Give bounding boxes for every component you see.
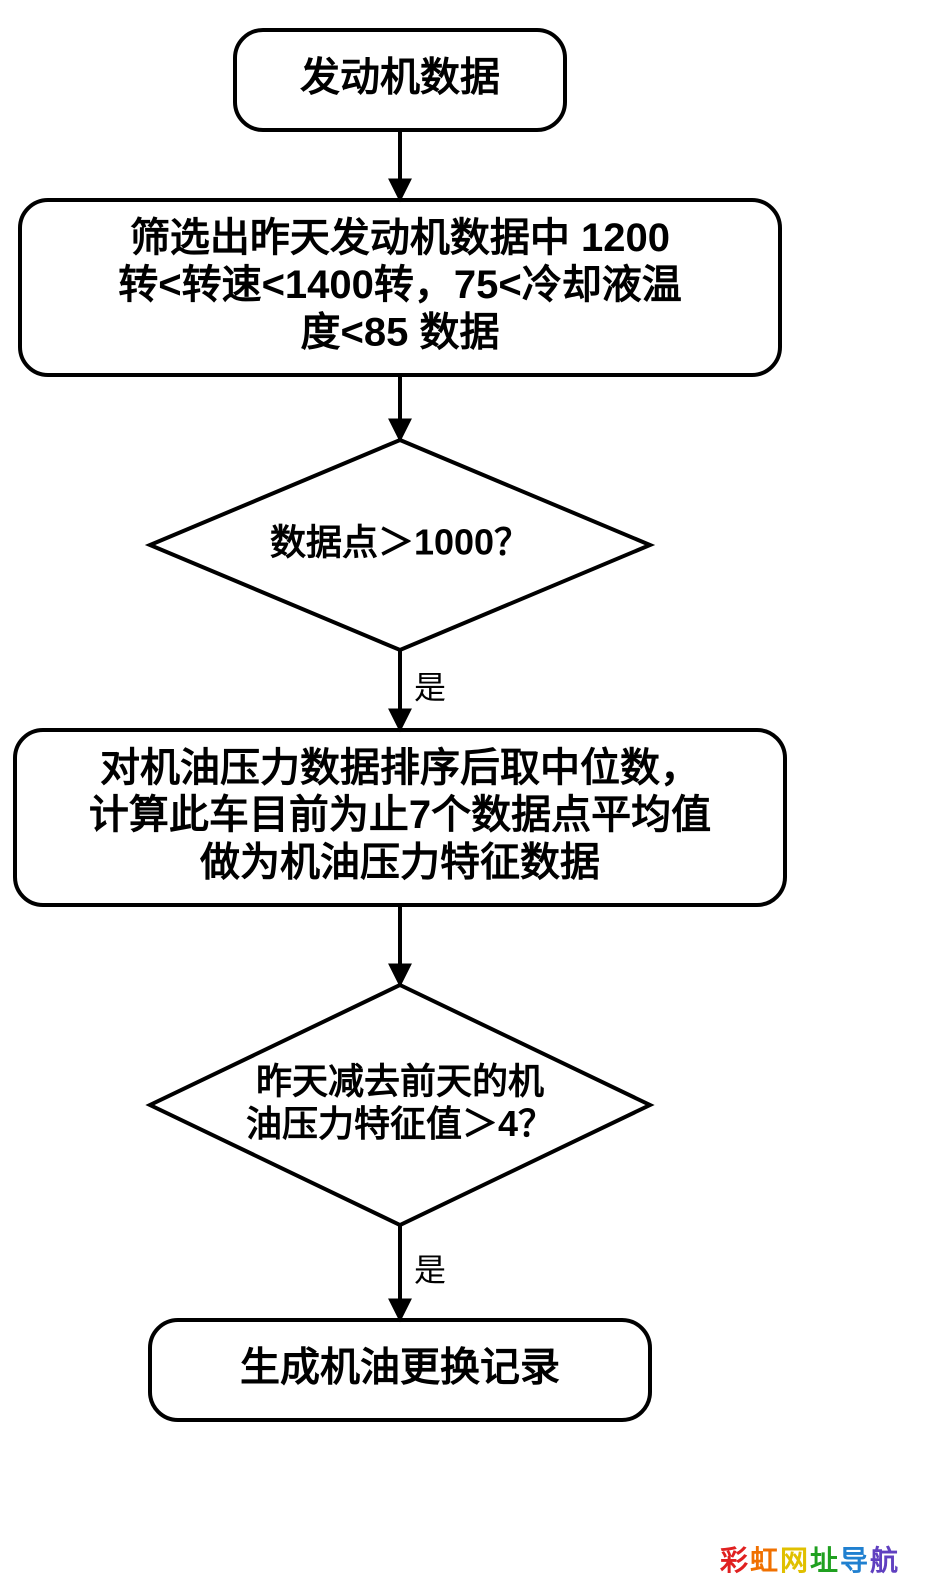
node-text: 计算此车目前为止7个数据点平均值 — [89, 793, 711, 837]
svg-text:导: 导 — [840, 1545, 868, 1576]
edge-label: 是 — [414, 669, 446, 705]
node-n3: 数据点＞1000？ — [150, 440, 650, 650]
node-text: 筛选出昨天发动机数据中 1200 — [130, 216, 670, 260]
node-text: 对机油压力数据排序后取中位数， — [100, 746, 700, 790]
svg-text:彩: 彩 — [720, 1545, 748, 1576]
node-text: 转<转速<1400转，75<冷却液温 — [118, 263, 682, 307]
node-text: 度<85 数据 — [301, 310, 500, 354]
node-text: 油压力特征值＞4？ — [246, 1103, 554, 1144]
edge-n5-n6: 是 — [400, 1225, 446, 1320]
node-n6: 生成机油更换记录 — [150, 1320, 650, 1420]
edge-label: 是 — [414, 1252, 446, 1288]
svg-text:航: 航 — [870, 1544, 898, 1576]
flowchart-canvas: 发动机数据筛选出昨天发动机数据中 1200转<转速<1400转，75<冷却液温度… — [0, 0, 939, 1595]
svg-text:址: 址 — [810, 1545, 838, 1576]
edge-n3-n4: 是 — [400, 650, 446, 730]
svg-text:虹: 虹 — [750, 1545, 778, 1576]
node-n2: 筛选出昨天发动机数据中 1200转<转速<1400转，75<冷却液温度<85 数… — [20, 200, 780, 375]
node-text: 数据点＞1000？ — [270, 522, 530, 563]
watermark: 彩虹网址导航 — [720, 1544, 898, 1576]
node-n5: 昨天减去前天的机油压力特征值＞4？ — [150, 985, 650, 1225]
node-text: 昨天减去前天的机 — [256, 1060, 544, 1101]
svg-text:网: 网 — [780, 1545, 808, 1576]
node-text: 生成机油更换记录 — [240, 1346, 560, 1390]
node-text: 发动机数据 — [300, 56, 500, 100]
node-text: 做为机油压力特征数据 — [199, 840, 600, 884]
node-n1: 发动机数据 — [235, 30, 565, 130]
node-n4: 对机油压力数据排序后取中位数，计算此车目前为止7个数据点平均值做为机油压力特征数… — [15, 730, 785, 905]
